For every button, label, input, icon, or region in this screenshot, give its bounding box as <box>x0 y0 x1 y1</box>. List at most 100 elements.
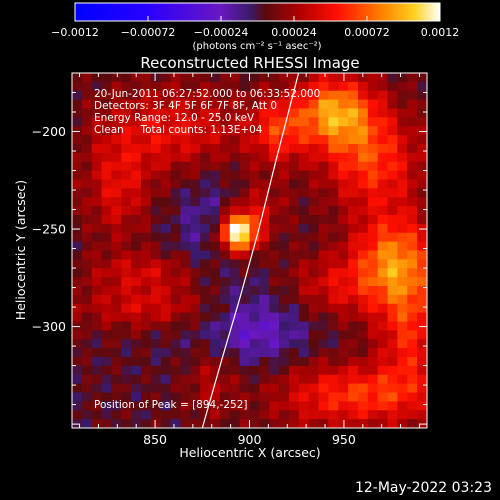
heatmap-cell <box>259 90 270 101</box>
heatmap-cell <box>357 188 369 198</box>
heatmap-cell <box>348 170 359 181</box>
heatmap-cell <box>170 348 182 358</box>
heatmap-cell <box>219 392 231 402</box>
heatmap-cell <box>397 365 408 376</box>
heatmap-cell <box>141 135 152 145</box>
heatmap-cell <box>298 357 310 367</box>
heatmap-cell <box>328 161 339 172</box>
heatmap-cell <box>72 108 83 118</box>
heatmap-cell <box>318 73 329 83</box>
heatmap-cell <box>407 365 418 376</box>
heatmap-cell <box>190 179 201 189</box>
heatmap-cell <box>141 90 152 101</box>
heatmap-cell <box>229 259 241 269</box>
heatmap-cell <box>111 357 122 367</box>
heatmap-cell <box>141 81 152 92</box>
heatmap-cell <box>279 161 290 172</box>
heatmap-cell <box>141 99 152 110</box>
heatmap-cell <box>269 268 280 278</box>
heatmap-cell <box>338 330 349 340</box>
heatmap-cell <box>318 374 329 385</box>
heatmap-cell <box>377 188 389 198</box>
heatmap-cell <box>170 108 182 118</box>
heatmap-cell <box>180 241 191 252</box>
heatmap-cell <box>417 277 427 287</box>
heatmap-cell <box>81 161 93 172</box>
heatmap-cell <box>141 401 152 411</box>
heatmap-cell <box>288 179 300 189</box>
heatmap-cell <box>121 81 132 92</box>
heatmap-cell <box>367 312 379 323</box>
heatmap-cell <box>229 108 241 118</box>
heatmap-cell <box>367 401 379 411</box>
heatmap-cell <box>81 144 93 154</box>
heatmap-cell <box>298 250 310 260</box>
heatmap-cell <box>210 232 221 243</box>
heatmap-cell <box>357 321 369 331</box>
heatmap-cell <box>111 392 122 402</box>
heatmap-cell <box>249 117 260 127</box>
heatmap-cell <box>239 365 251 376</box>
heatmap-cell <box>72 161 83 172</box>
heatmap-cell <box>81 81 93 92</box>
heatmap-cell <box>190 197 201 207</box>
heatmap-cell <box>210 294 221 305</box>
heatmap-cell <box>160 286 172 296</box>
heatmap-cell <box>210 117 221 127</box>
heatmap-cell <box>239 241 251 252</box>
heatmap-cell <box>101 126 113 136</box>
heatmap-cell <box>279 294 290 305</box>
heatmap-cell <box>328 357 339 367</box>
heatmap-cell <box>101 197 113 207</box>
heatmap-cell <box>259 303 270 314</box>
heatmap-cell <box>91 321 103 331</box>
heatmap-cell <box>318 321 329 331</box>
heatmap-cell <box>348 161 359 172</box>
heatmap-cell <box>111 161 122 172</box>
heatmap-cell <box>407 188 418 198</box>
heatmap-cell <box>219 303 231 314</box>
heatmap-cell <box>190 321 201 331</box>
heatmap-cell <box>200 277 211 287</box>
heatmap-cell <box>279 365 290 376</box>
heatmap-cell <box>210 223 221 234</box>
heatmap-cell <box>72 179 83 189</box>
heatmap-cell <box>121 392 132 402</box>
heatmap-cell <box>387 99 399 110</box>
heatmap-cell <box>150 330 162 340</box>
heatmap-cell <box>328 330 339 340</box>
heatmap-cell <box>131 117 142 127</box>
heatmap-cell <box>150 383 162 394</box>
heatmap-cell <box>357 135 369 145</box>
heatmap-cell <box>367 410 379 420</box>
heatmap-cell <box>160 374 172 385</box>
heatmap-cell <box>377 268 389 278</box>
heatmap-cell <box>131 383 142 394</box>
heatmap-cell <box>318 152 329 163</box>
heatmap-cell <box>338 188 349 198</box>
heatmap-cell <box>397 410 408 420</box>
heatmap-cell <box>387 197 399 207</box>
heatmap-cell <box>101 152 113 163</box>
heatmap-cell <box>150 277 162 287</box>
heatmap-cell <box>131 348 142 358</box>
heatmap-cell <box>298 232 310 243</box>
heatmap-cell <box>239 374 251 385</box>
heatmap-cell <box>111 188 122 198</box>
heatmap-cell <box>397 392 408 402</box>
heatmap-cell <box>170 144 182 154</box>
heatmap-cell <box>249 303 260 314</box>
heatmap-cell <box>328 223 339 234</box>
heatmap-cell <box>357 348 369 358</box>
heatmap-cell <box>259 277 270 287</box>
heatmap-cell <box>338 277 349 287</box>
heatmap-cell <box>200 135 211 145</box>
heatmap-cell <box>328 286 339 296</box>
heatmap-cell <box>338 294 349 305</box>
heatmap-cell <box>269 223 280 234</box>
heatmap-cell <box>269 232 280 243</box>
heatmap-cell <box>308 348 320 358</box>
heatmap-cell <box>288 197 300 207</box>
heatmap-cell <box>200 73 211 83</box>
heatmap-cell <box>269 348 280 358</box>
